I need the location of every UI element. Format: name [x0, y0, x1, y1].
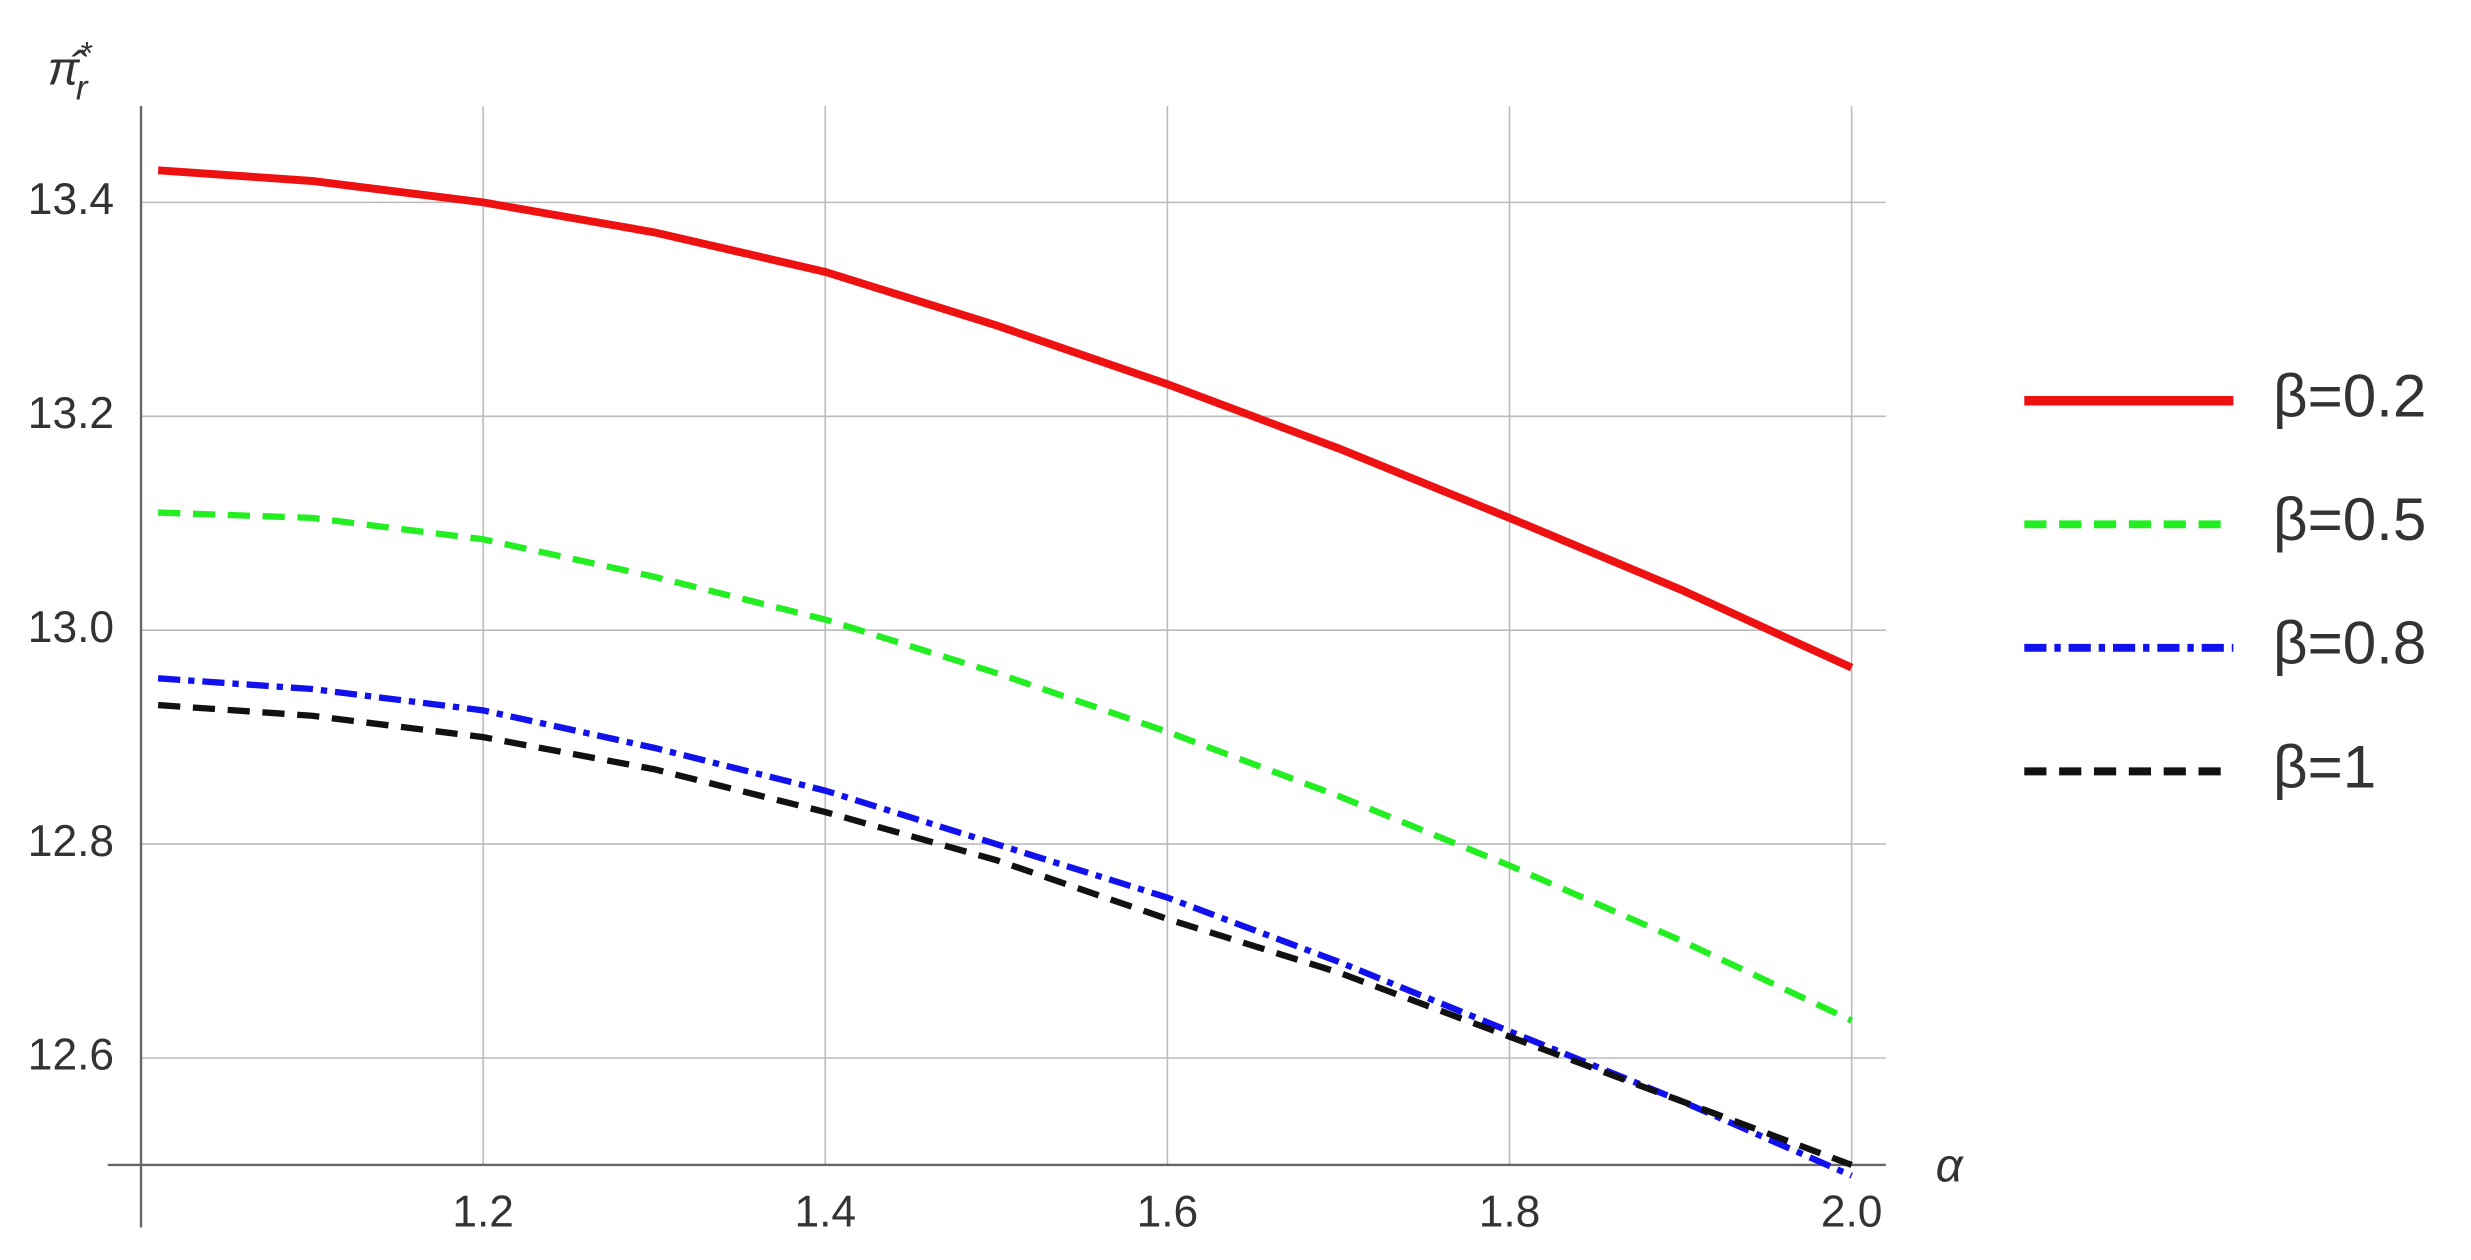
series-line: [157, 701, 1853, 1168]
y-label-sub: r: [76, 68, 89, 107]
x-tick-label: 2.0: [1821, 1188, 1883, 1237]
y-tick-label: 12.8: [28, 817, 114, 866]
y-label-sup: *: [79, 35, 93, 71]
y-tick-label: 12.6: [28, 1031, 114, 1080]
legend-label: β=0.5: [2273, 486, 2426, 553]
x-tick-label: 1.4: [794, 1188, 856, 1237]
series-line: [157, 675, 1853, 1179]
series-line: [157, 166, 1854, 672]
y-tick-label: 13.4: [28, 175, 114, 224]
series-line: [158, 509, 1853, 1024]
y-tick-label: 13.2: [28, 389, 114, 438]
y-axis-label: π̂* r: [48, 35, 94, 108]
y-tick-label: 13.0: [28, 603, 114, 652]
legend-label: β=1: [2273, 733, 2376, 800]
x-tick-label: 1.6: [1137, 1188, 1199, 1237]
x-tick-label: 1.2: [452, 1188, 514, 1237]
x-tick-label: 1.8: [1479, 1188, 1541, 1237]
legend-label: β=0.2: [2273, 363, 2426, 430]
x-axis-label: α: [1936, 1139, 1965, 1192]
legend-label: β=0.8: [2273, 610, 2426, 677]
